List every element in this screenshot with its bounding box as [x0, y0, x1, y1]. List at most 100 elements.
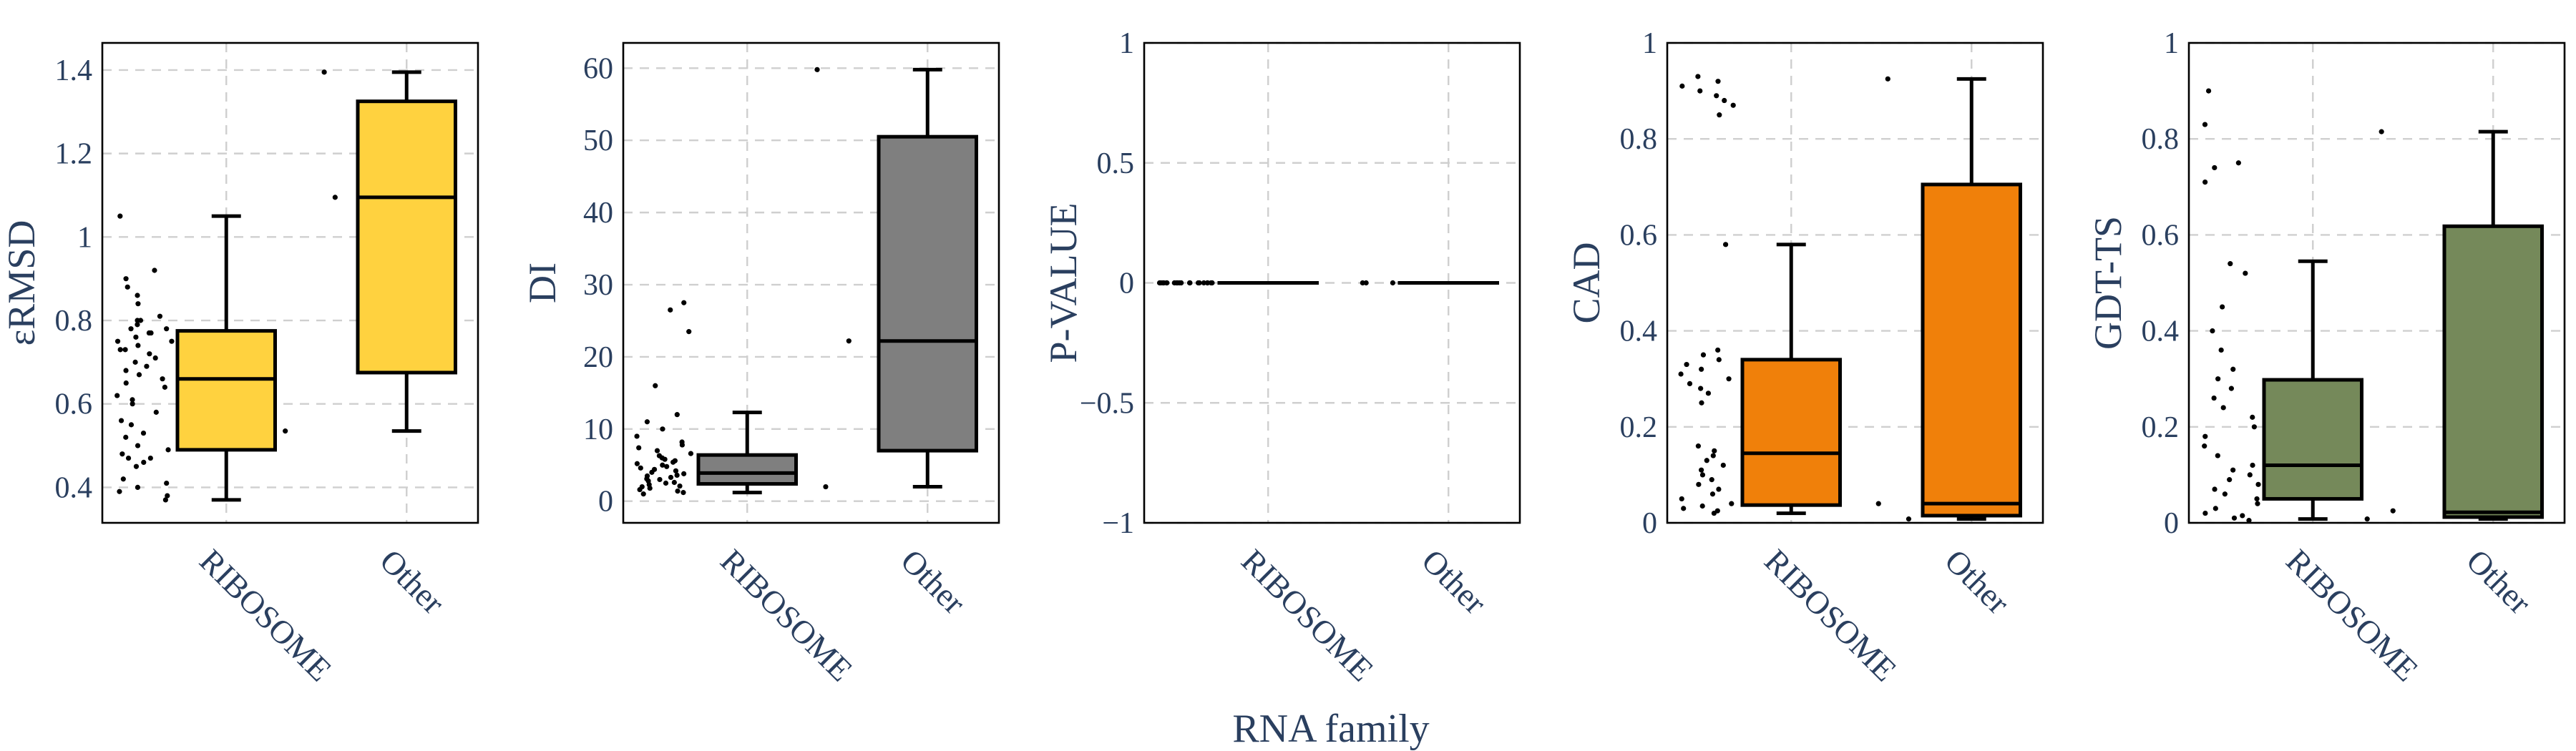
data-point [672, 458, 678, 463]
box-ribosome [175, 214, 277, 502]
data-point [283, 428, 288, 434]
plot-frame [1666, 41, 2044, 524]
box-body [696, 453, 798, 486]
panel-1: 0.4 0.6 0.8 1 1.2 1.4 εRMSD RIBOSOME Other [0, 41, 479, 688]
data-point [321, 69, 327, 75]
data-point [1696, 481, 1702, 487]
data-point [147, 455, 153, 461]
data-point [152, 267, 157, 273]
panel-2: 0 10 20 30 40 50 60 DI RIBOSOME Other [521, 41, 1000, 688]
data-point [2212, 506, 2218, 511]
x-category-label: Other [1415, 542, 1493, 621]
data-point [1906, 516, 1912, 522]
data-point [673, 468, 679, 473]
data-point [2220, 304, 2225, 310]
data-point [2212, 486, 2218, 492]
y-tick-label: 0 [598, 486, 613, 519]
data-point [2255, 501, 2260, 506]
data-point [1714, 508, 1720, 514]
y-tick-label: 0.2 [1620, 411, 1658, 444]
data-point [2254, 496, 2260, 502]
plot-frame [2187, 41, 2566, 524]
data-point [1875, 501, 1881, 506]
box-other [2442, 129, 2544, 521]
data-point [1704, 458, 1709, 463]
y-tick-label: 1 [77, 221, 92, 254]
y-axis-label: CAD [1565, 242, 1608, 323]
data-point [2222, 491, 2228, 497]
data-point [1705, 391, 1712, 396]
data-point [823, 484, 829, 490]
data-point [1709, 491, 1716, 497]
data-point [686, 329, 692, 335]
data-point [141, 459, 147, 465]
data-point [644, 473, 650, 479]
data-point [1679, 496, 1684, 502]
data-point [133, 334, 139, 340]
data-point [660, 462, 665, 468]
box-body [1740, 358, 1842, 507]
y-axis-label: εRMSD [0, 220, 43, 346]
box-body [1921, 182, 2022, 518]
data-point [125, 284, 130, 290]
data-point [118, 418, 125, 423]
data-point [114, 338, 121, 344]
data-point [1700, 352, 1707, 358]
data-point [135, 484, 141, 491]
data-point [2240, 513, 2245, 519]
x-category-label: Other [2459, 542, 2538, 621]
data-point [123, 434, 129, 440]
data-point [634, 433, 640, 439]
data-point [117, 489, 122, 494]
data-point [2202, 433, 2208, 439]
data-point [1715, 79, 1721, 84]
data-point [1681, 506, 1687, 511]
data-point [114, 393, 120, 398]
data-point [2250, 414, 2255, 420]
data-point [164, 326, 170, 332]
data-point [660, 426, 665, 432]
y-tick-label: 1.4 [55, 54, 93, 87]
y-tick-label: 40 [583, 197, 613, 230]
data-point [653, 383, 658, 388]
data-point [680, 490, 686, 496]
data-point [668, 307, 673, 313]
data-point [677, 483, 683, 489]
x-category-label: Other [894, 542, 972, 621]
data-point [1729, 501, 1735, 506]
box-ribosome [2262, 259, 2363, 521]
data-point [1715, 347, 1721, 353]
data-point [1160, 280, 1166, 286]
data-point [1699, 400, 1704, 406]
y-tick-label: 0.6 [2142, 219, 2180, 252]
data-point [157, 313, 163, 319]
x-category-label: Other [373, 542, 452, 621]
panel-4: 0 0.2 0.4 0.6 0.8 1 CAD RIBOSOME Other [1565, 27, 2044, 688]
data-point [2202, 510, 2208, 516]
data-point [2379, 129, 2384, 134]
data-point [663, 480, 669, 486]
data-point [144, 363, 150, 369]
data-point [130, 401, 135, 407]
y-tick-label: 0.4 [2142, 315, 2180, 348]
data-point [165, 493, 170, 499]
data-point [1722, 242, 1729, 247]
data-point [135, 301, 141, 307]
x-axis-title: RNA family [1232, 707, 1429, 751]
data-point [1697, 88, 1703, 94]
data-point [679, 439, 685, 445]
y-tick-label: 0 [2164, 507, 2179, 540]
box-other [1921, 77, 2022, 521]
data-point [152, 355, 158, 361]
y-tick-label: 0.6 [55, 388, 93, 421]
y-tick-label: 30 [583, 269, 613, 302]
data-point [1699, 366, 1704, 372]
box-body [175, 329, 277, 452]
y-tick-label: 0 [1642, 507, 1657, 540]
y-tick-label: −1 [1102, 507, 1134, 540]
data-point [125, 455, 132, 461]
data-point [639, 484, 645, 490]
data-point [2255, 481, 2261, 487]
data-point [2247, 472, 2253, 478]
